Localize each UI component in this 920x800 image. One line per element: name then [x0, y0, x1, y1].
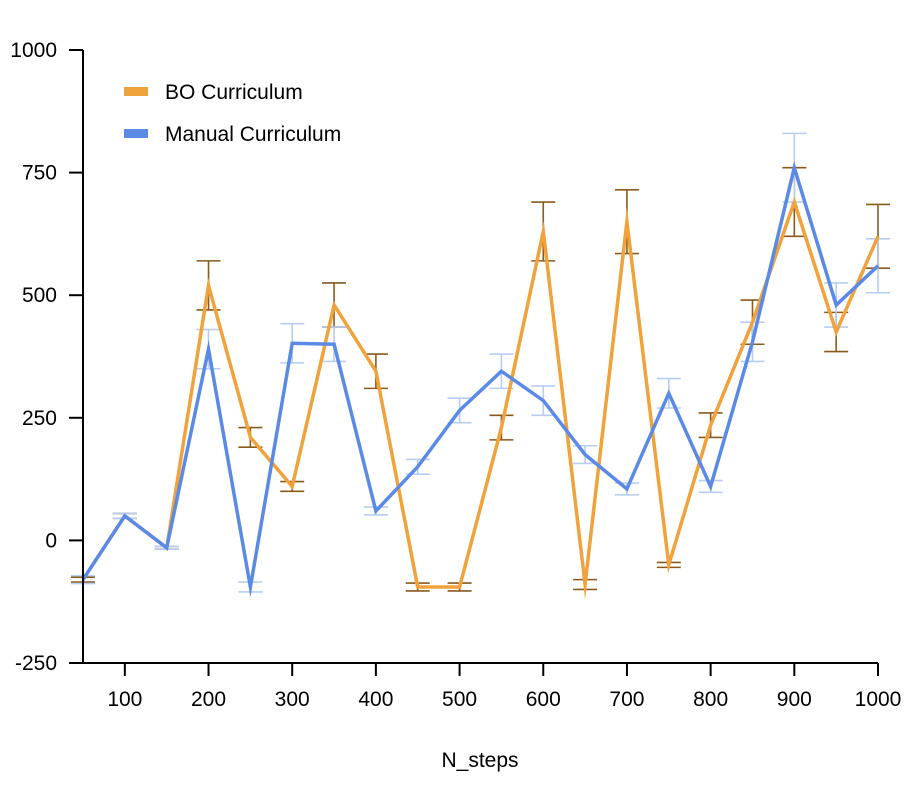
legend-swatch-bo-curriculum — [124, 87, 148, 96]
y-tick-label: 0 — [45, 529, 57, 552]
legend-swatch-manual-curriculum — [124, 129, 148, 138]
x-tick-label: 900 — [777, 688, 812, 711]
x-tick-label: 1000 — [855, 688, 902, 711]
error-bar-manual-curriculum — [866, 238, 890, 294]
x-tick-label: 100 — [107, 688, 142, 711]
x-tick-label: 200 — [191, 688, 226, 711]
ticks: -250 0 250 500 750 1000 100 200 300 400 500 600 700 8… — [10, 39, 901, 711]
y-tick-label: 500 — [22, 284, 57, 307]
legend-label-bo-curriculum: BO Curriculum — [165, 81, 303, 104]
x-axis-title: N_steps — [441, 749, 518, 772]
error-bars — [71, 132, 890, 593]
series-lines — [81, 161, 880, 600]
y-tick-label: -250 — [15, 652, 57, 675]
axes — [82, 50, 878, 664]
y-tick-label: 250 — [22, 407, 57, 430]
x-tick-label: 500 — [442, 688, 477, 711]
series-line-bo-curriculum — [81, 196, 880, 600]
x-tick-label: 400 — [358, 688, 393, 711]
series-line-manual-curriculum — [81, 161, 880, 598]
x-tick-label: 800 — [693, 688, 728, 711]
legend-label-manual-curriculum: Manual Curriculum — [165, 123, 341, 146]
x-tick-label: 600 — [526, 688, 561, 711]
x-tick-label: 300 — [275, 688, 310, 711]
x-tick-label: 700 — [609, 688, 644, 711]
legend: BO Curriculum Manual Curriculum — [124, 81, 341, 146]
y-tick-label: 750 — [22, 162, 57, 185]
y-tick-label: 1000 — [10, 39, 57, 62]
